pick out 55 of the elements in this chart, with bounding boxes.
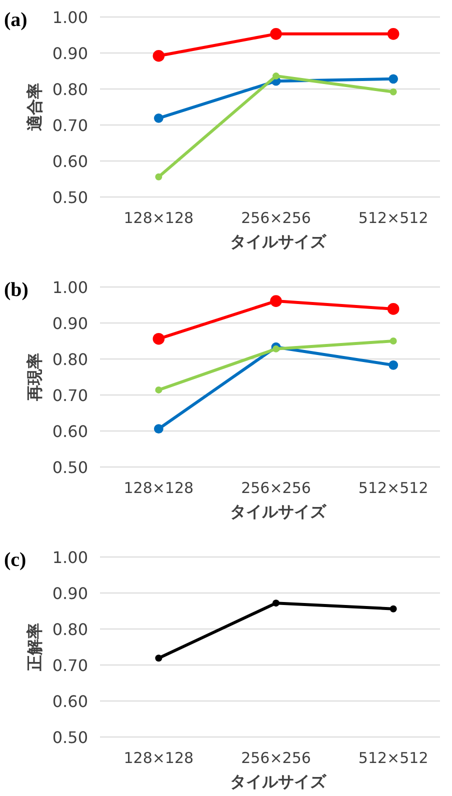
y-tick-label: 0.70 xyxy=(52,116,88,135)
point xyxy=(154,113,164,123)
y-axis-title: 適合率 xyxy=(25,83,44,132)
point xyxy=(387,28,400,40)
x-tick-label: 256×256 xyxy=(241,479,311,497)
point xyxy=(154,424,164,434)
y-axis-title: 正解率 xyxy=(25,623,44,672)
y-tick-label: 0.90 xyxy=(52,44,88,63)
x-tick-label: 512×512 xyxy=(358,749,428,767)
point xyxy=(390,88,397,96)
point xyxy=(270,295,282,307)
x-tick-label: 512×512 xyxy=(358,479,428,497)
x-axis-title: タイルサイズ xyxy=(230,232,327,251)
y-tick-label: 1.00 xyxy=(52,278,88,297)
y-tick-label: 0.50 xyxy=(52,728,88,747)
x-tick-label: 512×512 xyxy=(358,209,428,227)
point xyxy=(390,338,397,344)
point xyxy=(155,173,162,180)
chart-title: (b) xyxy=(4,279,28,301)
point xyxy=(272,600,280,607)
point xyxy=(152,332,165,345)
y-tick-label: 0.60 xyxy=(52,152,88,171)
point xyxy=(388,360,398,370)
point xyxy=(155,654,162,662)
point xyxy=(387,303,400,315)
point xyxy=(155,386,162,394)
y-tick-label: 1.00 xyxy=(52,548,88,567)
y-tick-label: 0.90 xyxy=(52,584,88,603)
x-axis-title: タイルサイズ xyxy=(230,772,327,791)
y-tick-label: 0.80 xyxy=(52,620,88,639)
x-tick-label: 128×128 xyxy=(124,479,194,497)
y-tick-label: 0.90 xyxy=(52,314,88,333)
y-tick-label: 0.60 xyxy=(52,692,88,711)
y-tick-label: 0.50 xyxy=(52,458,88,477)
point xyxy=(272,345,280,352)
chart-title: (a) xyxy=(4,9,28,31)
y-tick-label: 1.00 xyxy=(52,8,88,27)
y-tick-label: 0.60 xyxy=(52,422,88,441)
y-tick-label: 0.70 xyxy=(52,386,88,405)
x-tick-label: 128×128 xyxy=(124,749,194,767)
x-tick-label: 256×256 xyxy=(241,209,311,227)
point xyxy=(388,74,398,84)
y-axis-title: 再現率 xyxy=(25,353,44,402)
point xyxy=(390,605,397,612)
x-tick-label: 128×128 xyxy=(124,209,194,227)
point xyxy=(152,50,165,62)
y-tick-label: 0.70 xyxy=(52,656,88,675)
y-tick-label: 0.50 xyxy=(52,188,88,207)
y-tick-label: 0.80 xyxy=(52,80,88,99)
y-tick-label: 0.80 xyxy=(52,350,88,369)
x-tick-label: 256×256 xyxy=(241,749,311,767)
point xyxy=(272,72,280,80)
chart-title: (c) xyxy=(4,549,26,571)
x-axis-title: タイルサイズ xyxy=(230,502,327,521)
point xyxy=(270,28,282,40)
